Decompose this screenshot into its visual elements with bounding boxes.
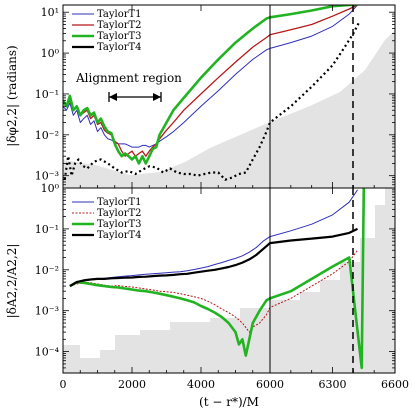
bottom-uncertainty-shading — [63, 188, 395, 373]
top-y-tick-label: 10⁻¹ — [35, 88, 59, 101]
x-tick-label: 0 — [60, 378, 67, 391]
x-axis-label: (t − r*)/M — [199, 395, 259, 409]
top-series-taylort1 — [63, 5, 358, 148]
top-legend-label-taylort4: TaylorT4 — [97, 42, 142, 53]
top-series-taylort3 — [63, 5, 358, 165]
top-y-axis-label: |δφ2,2| (radians) — [5, 45, 19, 146]
bottom-series-taylort3 — [69, 188, 366, 370]
x-tick-label: 2000 — [118, 378, 146, 391]
top-uncertainty-shading — [63, 30, 395, 188]
alignment-region-label: Alignment region — [75, 71, 182, 85]
x-tick-label: 6600 — [381, 378, 409, 391]
bottom-plot-frame — [62, 187, 396, 374]
alignment-annotation: Alignment region — [75, 71, 182, 102]
top-y-tick-label: 10⁰ — [41, 47, 60, 60]
bottom-series-group — [69, 188, 366, 370]
top-y-tick-label: 10⁻² — [35, 129, 59, 142]
bottom-series-taylort4 — [69, 227, 358, 288]
top-series-taylort4 — [63, 20, 361, 181]
top-legend-label-taylort1: TaylorT1 — [97, 9, 142, 20]
bottom-legend-label-taylort1: TaylorT1 — [97, 197, 142, 208]
bottom-y-axis-label: |δA2,2/A2,2| — [5, 244, 19, 319]
x-tick-label: 6000 — [256, 378, 284, 391]
top-shaded-region — [63, 30, 395, 188]
bottom-x-axis: 0 2000 4000 6000 6300 6600 — [60, 188, 409, 391]
bottom-y-tick-label: 10⁻⁴ — [35, 346, 60, 359]
bottom-y-tick-label: 10⁰ — [41, 182, 60, 195]
bottom-panel: 10⁻⁴ 10⁻³ 10⁻² 10⁻¹ 10⁰ 0 2000 4000 6000 6300 660… — [5, 182, 409, 409]
top-y-tick-label: 10¹ — [41, 6, 59, 19]
bottom-legend-label-taylort3: TaylorT3 — [97, 219, 142, 230]
top-series-group — [63, 5, 361, 181]
alignment-arrow-right-head — [153, 93, 161, 101]
x-tick-label: 6300 — [319, 378, 347, 391]
bottom-y-tick-label: 10⁻¹ — [35, 223, 59, 236]
bottom-shaded-region — [63, 188, 395, 373]
bottom-y-tick-label: 10⁻³ — [35, 305, 59, 318]
top-panel: 10⁻³ 10⁻² 10⁻¹ 10⁰ 10¹ Alignment region Tayl… — [5, 4, 396, 189]
x-tick-label: 4000 — [187, 378, 215, 391]
bottom-y-tick-label: 10⁻² — [35, 264, 59, 277]
top-legend-label-taylort2: TaylorT2 — [97, 20, 142, 31]
top-y-tick-label: 10⁻³ — [35, 170, 59, 183]
top-legend-label-taylort3: TaylorT3 — [97, 31, 142, 42]
alignment-arrow-left-head — [109, 93, 117, 101]
bottom-legend-label-taylort4: TaylorT4 — [97, 230, 142, 241]
bottom-y-axis: 10⁻⁴ 10⁻³ 10⁻² 10⁻¹ 10⁰ — [35, 182, 395, 374]
bottom-legend-label-taylort2: TaylorT2 — [97, 208, 142, 219]
